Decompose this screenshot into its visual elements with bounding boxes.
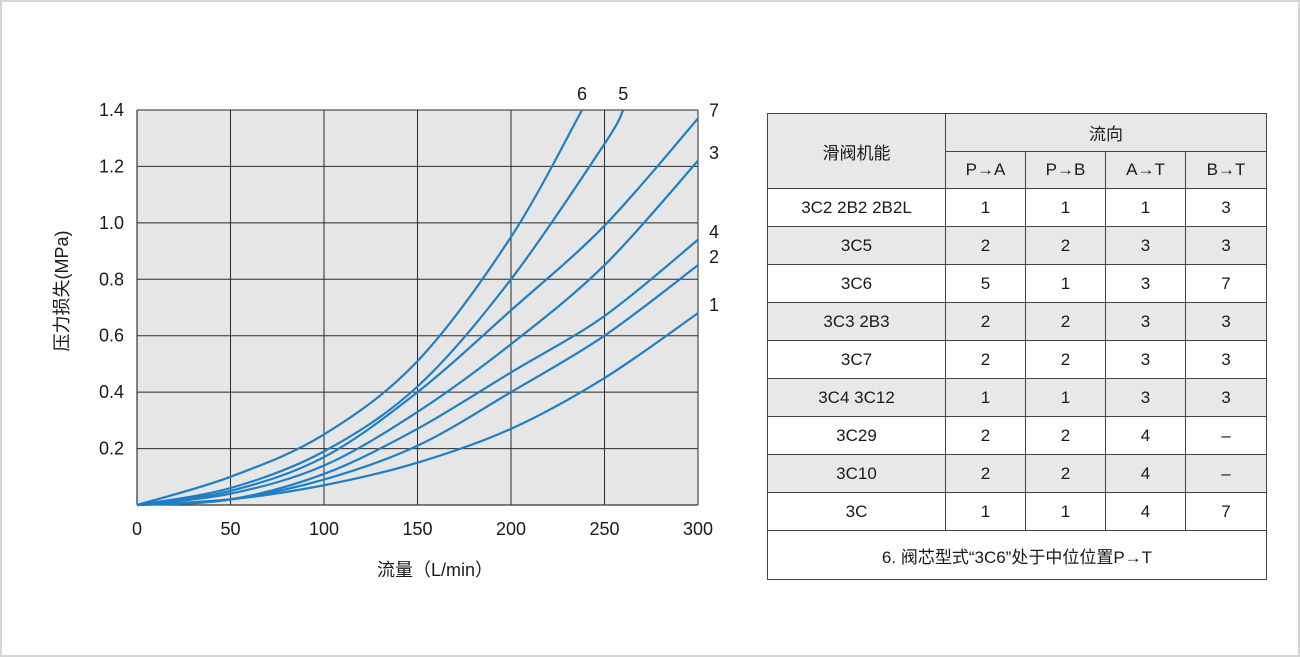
table-row: 3C10 2 2 4– (767, 454, 1267, 493)
x-tick-label: 0 (132, 519, 142, 539)
curve-number-cell: 3 (1105, 340, 1186, 379)
spool-function-cell: 3C7 (767, 340, 946, 379)
curve-number-cell: 4 (1105, 454, 1186, 493)
curve-number-cell: 2 (1025, 340, 1106, 379)
curve-number-cell: 2 (945, 416, 1026, 455)
direction-column-header: B→T (1185, 151, 1267, 189)
series-label-1: 1 (709, 295, 719, 315)
table-row: 3C29 2 2 4– (767, 416, 1267, 455)
curve-number-cell: 3 (1105, 302, 1186, 341)
series-line-7 (136, 117, 699, 507)
series-line-5 (136, 109, 625, 507)
series-label-6: 6 (577, 84, 587, 104)
curve-number-cell: 1 (1025, 378, 1106, 417)
spool-function-cell: 3C2 2B2 2B2L (767, 188, 946, 227)
curve-number-cell: 3 (1185, 378, 1267, 417)
curve-number-cell: – (1185, 416, 1267, 455)
curve-number-cell: – (1185, 454, 1267, 493)
curve-number-cell: 2 (1025, 454, 1106, 493)
x-tick-label: 150 (402, 519, 432, 539)
x-tick-label: 250 (589, 519, 619, 539)
table-row: 3C2 2B2 2B2L 1 1 1 3 (767, 188, 1267, 227)
curve-number-cell: 2 (945, 226, 1026, 265)
table-note: 6. 阀芯型式“3C6”处于中位位置P→T (767, 530, 1267, 580)
curve-number-cell: 2 (1025, 226, 1106, 265)
direction-column-header: P→A (945, 151, 1026, 189)
note-row: 6. 阀芯型式“3C6”处于中位位置P→T (767, 530, 1267, 580)
curve-number-cell: 2 (1025, 416, 1106, 455)
curve-number-cell: 2 (945, 302, 1026, 341)
curve-number-cell: 4 (1105, 492, 1186, 531)
curve-number-cell: 5 (945, 264, 1026, 303)
spool-function-cell: 3C (767, 492, 946, 531)
table-row: 3C5 2 2 3 3 (767, 226, 1267, 265)
y-tick-label: 0.6 (99, 326, 124, 346)
curve-number-cell: 2 (1025, 302, 1106, 341)
function-header: 滑阀机能 (767, 113, 946, 189)
series-line-6 (136, 109, 584, 507)
curve-number-cell: 3 (1185, 226, 1267, 265)
series-line-4 (136, 238, 699, 507)
spool-function-cell: 3C5 (767, 226, 946, 265)
curve-number-cell: 2 (945, 340, 1026, 379)
direction-column-header: P→B (1025, 151, 1106, 189)
y-tick-label: 1.2 (99, 156, 124, 176)
curve-number-cell: 3 (1185, 302, 1267, 341)
y-tick-label: 0.8 (99, 269, 124, 289)
curve-number-cell: 1 (945, 378, 1026, 417)
spool-function-cell: 3C6 (767, 264, 946, 303)
curve-number-cell: 2 (945, 454, 1026, 493)
y-axis-label: 压力损失(MPa) (52, 231, 72, 352)
spool-function-cell: 3C10 (767, 454, 946, 493)
table-row: 3C6 5 1 3 7 (767, 264, 1267, 303)
curve-number-cell: 1 (945, 492, 1026, 531)
x-tick-label: 300 (683, 519, 713, 539)
y-tick-label: 1.4 (99, 100, 124, 120)
curve-number-cell: 3 (1185, 340, 1267, 379)
table-row: 3C 1 1 4 7 (767, 492, 1267, 531)
x-tick-label: 100 (309, 519, 339, 539)
curve-number-cell: 1 (1105, 188, 1186, 227)
x-tick-labels: 0 50 100 150 200 250 300 (132, 519, 713, 539)
y-tick-label: 1.0 (99, 213, 124, 233)
spool-function-cell: 3C29 (767, 416, 946, 455)
spool-function-cell: 3C3 2B3 (767, 302, 946, 341)
curve-number-cell: 1 (945, 188, 1026, 227)
x-tick-label: 200 (496, 519, 526, 539)
curve-number-cell: 3 (1105, 264, 1186, 303)
curve-number-cell: 3 (1105, 378, 1186, 417)
table-row: 3C3 2B3 2 2 3 3 (767, 302, 1267, 341)
flow-direction-table: 滑阀机能 流向 P→A P→B A→T B→T 3C2 2B2 2B2L 1 1 1 3 3C5… (767, 113, 1267, 580)
series-line-3 (136, 160, 699, 507)
curve-number-cell: 3 (1185, 188, 1267, 227)
x-tick-label: 50 (220, 519, 240, 539)
curve-number-cell: 7 (1185, 264, 1267, 303)
direction-header: 流向 (945, 113, 1267, 152)
curve-number-cell: 4 (1105, 416, 1186, 455)
curve-number-cell: 1 (1025, 188, 1106, 227)
series-lines (136, 109, 699, 507)
y-tick-labels: 0.2 0.4 0.6 0.8 1.0 1.2 1.4 (99, 100, 124, 459)
pressure-loss-chart: 0 50 100 150 200 250 300 0.2 0.4 0.6 0.8 1.0 1.2 1.4… (52, 84, 719, 580)
series-label-5: 5 (618, 84, 628, 104)
table-row: 3C7 2 2 3 3 (767, 340, 1267, 379)
curve-number-cell: 1 (1025, 492, 1106, 531)
series-label-7: 7 (709, 100, 719, 120)
y-tick-label: 0.4 (99, 382, 124, 402)
series-label-3: 3 (709, 143, 719, 163)
table-row: 3C4 3C12 1 1 3 3 (767, 378, 1267, 417)
series-label-2: 2 (709, 247, 719, 267)
series-label-4: 4 (709, 222, 719, 242)
series-labels: 1 2 4 3 7 5 6 (577, 84, 719, 315)
spool-function-cell: 3C4 3C12 (767, 378, 946, 417)
y-tick-label: 0.2 (99, 439, 124, 459)
curve-number-cell: 1 (1025, 264, 1106, 303)
x-axis-label: 流量（L/min） (377, 560, 493, 580)
direction-column-header: A→T (1105, 151, 1186, 189)
curve-number-cell: 7 (1185, 492, 1267, 531)
curve-number-cell: 3 (1105, 226, 1186, 265)
